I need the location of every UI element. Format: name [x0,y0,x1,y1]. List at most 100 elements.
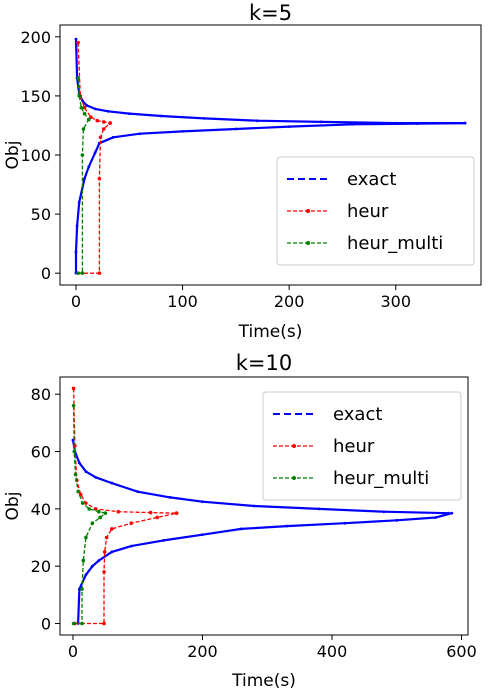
data-point [93,107,97,111]
data-point [98,135,103,140]
data-point [110,527,114,531]
series-line-exact-lower [74,122,466,274]
chart-1: k=5 0 100 200 300 0 50 100 150 200 Time(s) Obj exact… [3,1,482,342]
data-point [317,507,321,511]
series-heur_multi [76,76,91,275]
x-tick-label: 200 [187,642,218,661]
data-point [94,475,98,479]
data-point [81,127,86,131]
x-tick-label: 400 [317,642,348,661]
series-heur [71,386,179,626]
data-point [76,76,80,80]
legend-marker-heur_multi [292,476,296,480]
y-tick-label: 40 [31,500,51,519]
data-point [127,112,131,116]
legend-marker-heur [292,444,296,448]
data-point [74,37,78,41]
data-point [234,127,238,131]
data-point [90,564,94,568]
data-point [86,117,91,122]
data-point [174,511,179,515]
series-line-exact-upper [74,39,465,125]
y-tick-label: 60 [31,443,51,462]
data-point [202,116,206,120]
data-point [80,271,85,275]
y-tick-label: 20 [31,557,51,576]
data-point [138,132,142,136]
data-point [78,587,81,591]
y-tick-label: 0 [41,615,51,634]
data-point [74,250,78,254]
data-point [102,621,106,626]
data-point [136,490,140,494]
data-point [80,587,84,591]
series-line-heur_multi-lower [73,512,106,625]
data-point [98,515,102,520]
legend-marker-heur [306,209,310,213]
data-point [101,127,106,131]
data-point [450,511,454,515]
chart-title: k=5 [249,1,292,25]
legend-box [262,391,462,501]
data-point [77,200,81,204]
chart-2: k=10 0 200 400 600 0 20 40 60 80 Time(s) Obj exact he… [3,351,477,690]
data-point [84,535,88,540]
data-point [103,511,108,515]
data-point [73,472,78,477]
legend: exact heur heur_multi [262,391,462,501]
legend-label-heur: heur [333,436,375,457]
data-point [463,121,467,125]
data-point [159,114,163,118]
data-point [97,559,101,562]
data-point [77,94,81,98]
data-point [80,153,85,157]
data-point [102,570,106,574]
data-point [71,386,76,391]
y-tick-label: 150 [20,87,51,106]
chart-title: k=10 [236,351,292,375]
data-point [71,403,76,408]
data-point [168,496,172,499]
data-point [82,111,87,116]
data-point [95,118,100,123]
x-axis-label: Time(s) [238,322,303,342]
series-line-heur-upper [72,388,177,514]
data-point [81,558,86,563]
data-point [108,121,112,125]
data-point [395,518,399,522]
y-tick-label: 80 [31,385,51,404]
plot-frame [59,376,469,636]
data-point [80,501,85,505]
data-point [415,122,419,126]
data-point [82,105,87,110]
data-point [162,539,166,542]
data-point [90,521,95,525]
data-point [76,489,80,494]
data-point [78,461,81,465]
y-tick-label: 100 [20,146,51,165]
data-point [287,125,291,129]
y-axis-label: Obj [3,141,23,170]
data-point [76,40,80,45]
data-point [252,504,256,508]
data-point [84,573,88,577]
data-point [102,550,107,554]
data-point [110,550,114,554]
series-line-heur_multi-upper [77,78,90,120]
data-point [106,109,110,113]
data-point [93,151,97,155]
data-point [87,507,91,511]
data-point [75,224,79,228]
series-line-exact-lower [77,512,453,624]
data-point [285,524,289,528]
data-point [255,119,259,123]
data-point [84,501,88,505]
y-tick-label: 200 [20,28,51,47]
y-tick-label: 50 [31,205,51,224]
data-point [97,271,102,275]
data-point [129,521,134,525]
legend-label-heur: heur [347,201,389,222]
data-point [76,271,80,275]
x-tick-label: 300 [380,292,411,311]
series-exact [71,438,454,625]
